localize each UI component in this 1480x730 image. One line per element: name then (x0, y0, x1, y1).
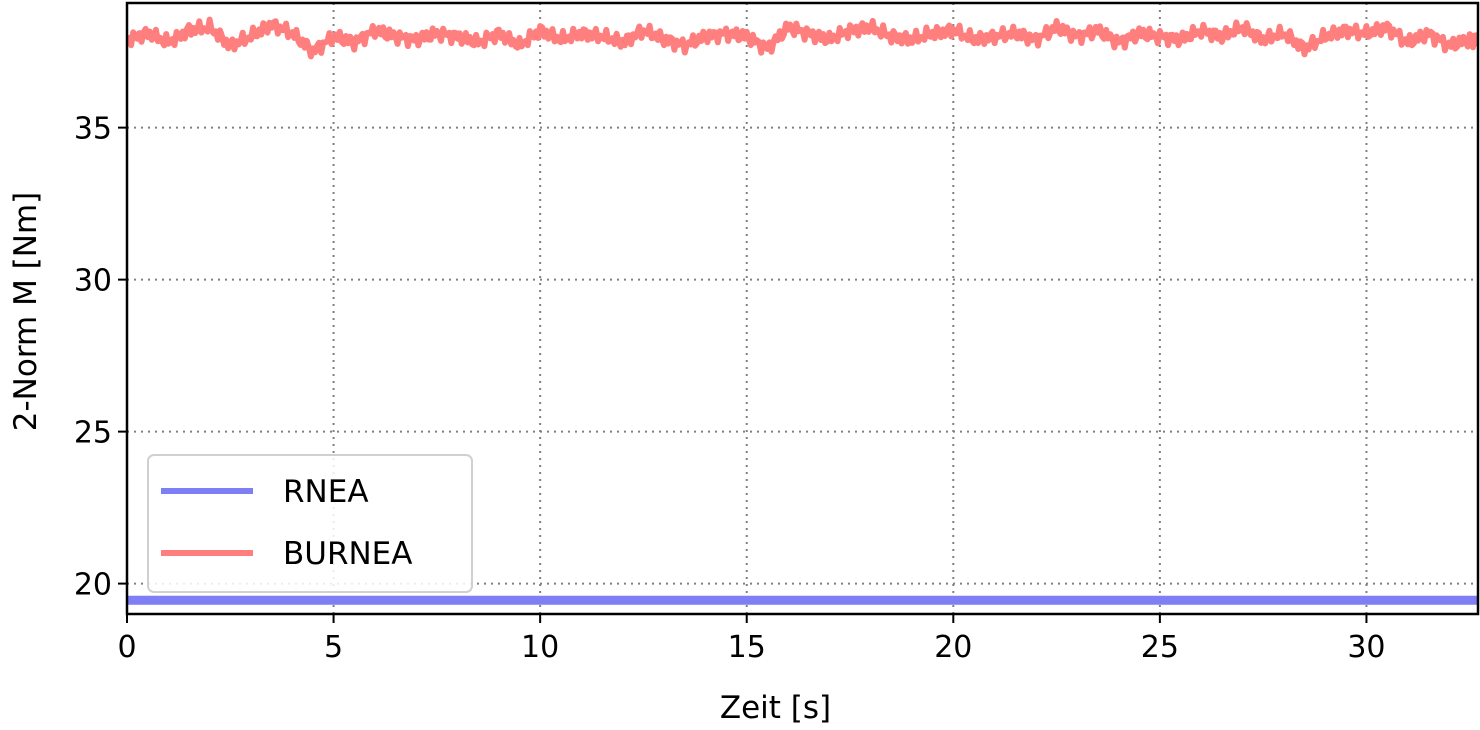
y-tick-label: 20 (74, 568, 112, 603)
ticks: 0 5 10 15 20 25 30 20 25 30 35 (74, 112, 1386, 665)
x-tick-label: 0 (117, 630, 136, 665)
x-tick-label: 30 (1347, 630, 1385, 665)
legend-label-rnea: RNEA (283, 474, 369, 510)
series-layer (127, 16, 1478, 605)
y-tick-label: 30 (74, 264, 112, 299)
y-tick-label: 25 (74, 416, 112, 451)
y-axis-label: 2-Norm M [Nm] (8, 192, 44, 432)
x-tick-label: 10 (521, 630, 559, 665)
legend: RNEA BURNEA (147, 454, 473, 593)
x-tick-label: 25 (1141, 630, 1179, 665)
y-tick-label: 35 (74, 112, 112, 147)
series-line-burnea (127, 16, 1478, 60)
x-tick-label: 20 (934, 630, 972, 665)
x-tick-label: 15 (728, 630, 766, 665)
plot-frame (125, 1, 1480, 616)
legend-label-burnea: BURNEA (283, 536, 412, 572)
x-tick-label: 5 (324, 630, 343, 665)
x-axis-label: Zeit [s] (720, 690, 831, 726)
